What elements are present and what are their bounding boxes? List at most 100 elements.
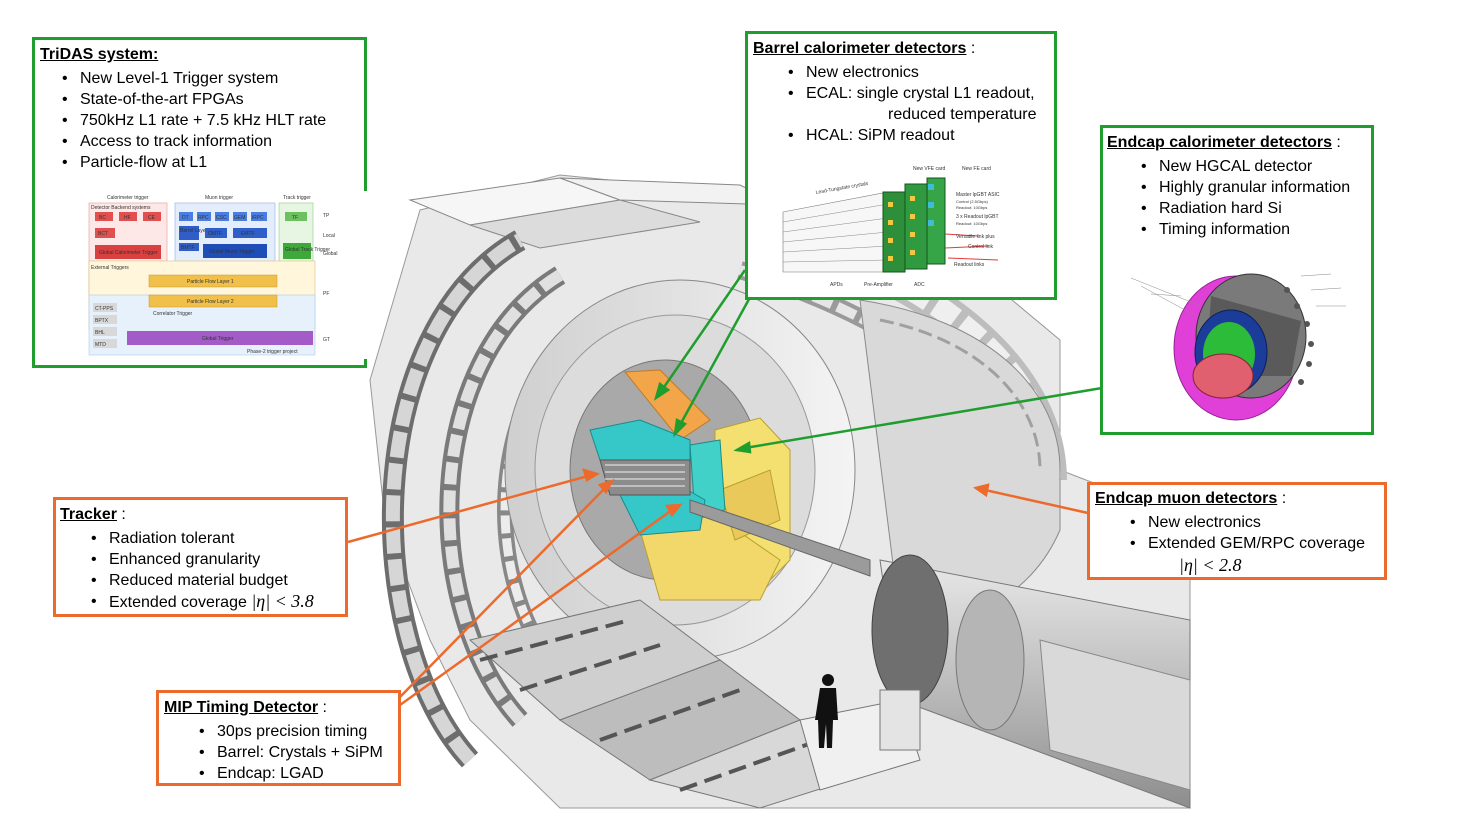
endcap-calo-colon: : — [1331, 134, 1341, 151]
list-item: 30ps precision timing — [199, 721, 398, 742]
readout-rate-b-label: Readout: 10Gbps — [956, 221, 987, 226]
tridas-list: New Level-1 Trigger system State-of-the-… — [62, 68, 364, 173]
tracker-title: Tracker — [60, 506, 117, 523]
tracker-ecal — [589, 419, 726, 536]
rpc-label: RPC — [198, 215, 209, 221]
new-vfe-label: New VFE card — [913, 166, 945, 172]
list-item: New electronics — [788, 62, 1054, 83]
green-arrows — [653, 269, 1103, 454]
control-link-label: Control link — [968, 244, 994, 250]
csc-label: CSC — [216, 215, 227, 221]
bc-label: BC — [99, 215, 106, 221]
emtf-label: EMTF — [241, 231, 255, 237]
barrel-layer1-label: Barrel Layer-1 — [180, 228, 212, 234]
forward-calorimeter — [871, 554, 1191, 809]
preamp-label: Pre-Amplifier — [864, 282, 893, 288]
list-item: New Level-1 Trigger system — [62, 68, 364, 89]
list-item: Reduced material budget — [91, 570, 345, 591]
endcap-calo-list: New HGCAL detector Highly granular infor… — [1141, 156, 1371, 240]
tracker-coverage-label: Extended coverage — [109, 594, 252, 611]
list-item: Extended GEM/RPC coverage — [1130, 533, 1384, 554]
endcap-muon-box: Endcap muon detectors : New electronics … — [1087, 482, 1387, 580]
mip-list: 30ps precision timing Barrel: Crystals +… — [199, 721, 398, 784]
list-item: Radiation hard Si — [1141, 198, 1371, 219]
mip-timing-box: MIP Timing Detector : 30ps precision tim… — [156, 690, 401, 786]
tracker-box: Tracker : Radiation tolerant Enhanced gr… — [53, 497, 348, 617]
list-item: ECAL: single crystal L1 readout, — [788, 83, 1054, 104]
barrel-title: Barrel calorimeter detectors — [753, 40, 967, 57]
pf2-label: Particle Flow Layer 2 — [187, 299, 234, 305]
global-label: Global — [323, 251, 337, 257]
bptx-label: BPTX — [95, 318, 109, 324]
orange-arrows — [347, 468, 1089, 707]
endcap-muon-title: Endcap muon detectors — [1095, 490, 1278, 507]
list-item: Extended coverage |η| < 3.8 — [91, 591, 345, 613]
mip-title: MIP Timing Detector — [164, 699, 319, 716]
barrel-calorimeter-box: Barrel calorimeter detectors : New elect… — [745, 31, 1057, 300]
person-silhouette — [815, 674, 838, 748]
bmtf-label: BMTF — [181, 245, 195, 251]
pf1-label: Particle Flow Layer 1 — [187, 279, 234, 285]
list-item: HCAL: SiPM readout — [788, 125, 1054, 146]
trigger-architecture-diagram: Calorimeter trigger Muon trigger Track t… — [87, 191, 367, 359]
mip-colon: : — [318, 699, 327, 716]
adc-label: ADC — [914, 282, 925, 288]
tridas-box: TriDAS system: New Level-1 Trigger syste… — [32, 37, 367, 368]
external-triggers-label: External Triggers — [91, 265, 129, 271]
list-item: Endcap: LGAD — [199, 763, 398, 784]
tracker-eta-range: |η| < 3.8 — [251, 591, 314, 611]
barrel-colon: : — [966, 40, 976, 57]
global-calo-label: Global Calorimeter Trigger — [99, 250, 158, 256]
ecal-electronics-diagram: New VFE card New FE card Lead-Tungstate … — [782, 166, 1000, 288]
readout-rate-label: Readout: 10Gbps — [956, 205, 987, 210]
omtf-label: OMTF — [208, 231, 222, 237]
apds-label: APDs — [830, 282, 843, 288]
tf-label: TF — [292, 215, 298, 221]
local-label: Local — [323, 233, 335, 239]
phase2-label: Phase-2 trigger project — [247, 349, 298, 355]
barrel-list-2: HCAL: SiPM readout — [788, 125, 1054, 146]
tracker-colon: : — [116, 506, 126, 523]
list-item: Access to track information — [62, 131, 364, 152]
list-item: State-of-the-art FPGAs — [62, 89, 364, 110]
beam-pipe — [689, 499, 871, 577]
ctpps-label: CT-PPS — [95, 306, 114, 312]
dt-label: DT — [182, 215, 189, 221]
tridas-title: TriDAS system: — [40, 46, 159, 63]
gt-label: GT — [323, 337, 330, 343]
tracker-list: Radiation tolerant Enhanced granularity … — [91, 528, 345, 613]
barrel-item2-continuation: reduced temperature — [888, 106, 1037, 123]
list-item: Timing information — [1141, 219, 1371, 240]
list-item: New electronics — [1130, 512, 1384, 533]
endcap-muon-colon: : — [1277, 490, 1287, 507]
master-lpgbt-label: Master lpGBT ASIC — [956, 192, 1000, 198]
new-fe-label: New FE card — [962, 166, 991, 172]
barrel-list: New electronics ECAL: single crystal L1 … — [788, 62, 1054, 104]
readout-lpgbt-label: 3 x Readout lpGBT — [956, 214, 999, 220]
backend-label: Detector Backend systems — [91, 205, 151, 211]
muon-trigger-label: Muon trigger — [205, 195, 233, 201]
endcap-calo-title: Endcap calorimeter detectors — [1107, 134, 1332, 151]
irpc-label: iRPC — [252, 215, 264, 221]
endcap-muon-list: New electronics Extended GEM/RPC coverag… — [1130, 512, 1384, 554]
list-item: Highly granular information — [1141, 177, 1371, 198]
list-item: Particle-flow at L1 — [62, 152, 364, 173]
ce-label: CE — [148, 215, 156, 221]
endcap-muon-eta-range: |η| < 2.8 — [1179, 555, 1242, 575]
list-item: 750kHz L1 rate + 7.5 kHz HLT rate — [62, 110, 364, 131]
list-item: Radiation tolerant — [91, 528, 345, 549]
mtd-label: MTD — [95, 342, 106, 348]
list-item: Barrel: Crystals + SiPM — [199, 742, 398, 763]
lead-tungstate-label: Lead-Tungstate crystals — [815, 181, 869, 196]
hf-label: HF — [124, 215, 131, 221]
calo-trigger-label: Calorimeter trigger — [107, 195, 149, 201]
correlator-label: Correlator Trigger — [153, 311, 193, 317]
tp-label: TP — [323, 213, 330, 219]
global-muon-label: Global Muon Trigger — [209, 249, 255, 255]
global-trigger-label: Global Trigger — [202, 336, 234, 342]
track-trigger-label: Track trigger — [283, 195, 311, 201]
endcap-calorimeter-box: Endcap calorimeter detectors : New HGCAL… — [1100, 125, 1374, 435]
pf-label: PF — [323, 291, 329, 297]
list-item: New HGCAL detector — [1141, 156, 1371, 177]
